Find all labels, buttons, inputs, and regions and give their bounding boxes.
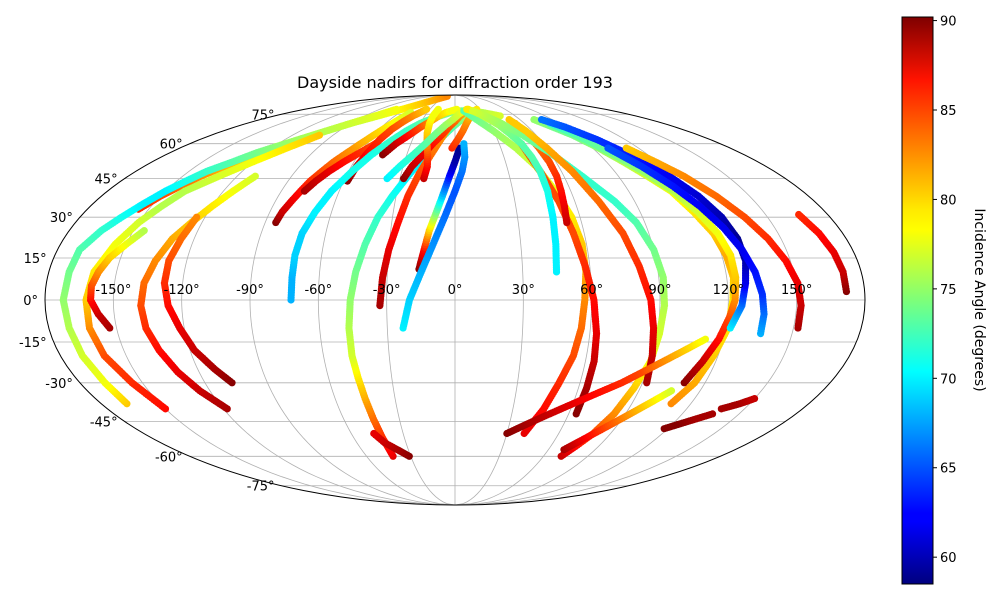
track-point — [537, 115, 546, 124]
lon-tick-label: 120° — [713, 283, 744, 298]
lon-tick-label: -30° — [373, 283, 401, 298]
colorbar-tick-label: 60 — [940, 551, 957, 566]
lat-tick-label: 30° — [50, 211, 73, 226]
track-point — [423, 105, 431, 113]
lon-tick-label: 150° — [781, 283, 812, 298]
track-point — [434, 105, 442, 113]
track-point — [251, 172, 259, 180]
lat-tick-label: -30° — [45, 377, 73, 392]
colorbar-tick-label: 80 — [940, 193, 957, 208]
chart-title: Dayside nadirs for diffraction order 193 — [297, 73, 613, 92]
colorbar-tick-label: 65 — [940, 462, 957, 477]
colorbar-tick-label: 75 — [940, 283, 957, 298]
track-point — [604, 144, 612, 152]
track-12 — [370, 429, 413, 460]
lon-tick-label: -150° — [95, 283, 131, 298]
colorbar-gradient — [901, 16, 934, 585]
lat-tick-label: 15° — [24, 252, 47, 267]
track-point — [622, 144, 630, 152]
lon-tick-label: 60° — [580, 283, 603, 298]
lon-tick-label: -60° — [304, 283, 332, 298]
track-point — [795, 210, 803, 219]
track-4 — [86, 227, 148, 332]
lon-tick-label: -90° — [236, 283, 264, 298]
colorbar-tick-label: 90 — [940, 15, 957, 30]
meridian-line — [454, 95, 729, 505]
lat-tick-label: -60° — [155, 450, 183, 465]
track-point — [140, 227, 148, 235]
track-3 — [82, 131, 324, 413]
track-6 — [160, 213, 236, 387]
lon-tick-label: 30° — [512, 283, 535, 298]
track-point — [370, 429, 378, 438]
colorbar-ticks: 60 65 70 75 80 85 90 — [933, 15, 957, 566]
track-point — [443, 95, 451, 100]
track-13 — [376, 123, 453, 310]
lon-tick-label: 0° — [448, 283, 463, 298]
meridian-line — [249, 95, 456, 505]
meridian-line — [454, 95, 798, 505]
track-point — [750, 394, 759, 403]
meridian-line — [454, 95, 524, 505]
colorbar-tick-label: 85 — [940, 104, 957, 119]
colorbar: 60 65 70 75 80 85 90 Incidence Angle (degrees) — [901, 15, 987, 585]
track-point — [193, 213, 201, 221]
track-point — [468, 107, 477, 115]
lat-tick-label: -15° — [19, 336, 47, 351]
lon-tick-label: -120° — [164, 283, 200, 298]
colorbar-label: Incidence Angle (degrees) — [971, 208, 987, 391]
lat-tick-label: 75° — [251, 108, 274, 123]
track-point — [496, 112, 504, 120]
track-point — [460, 140, 468, 148]
lat-tick-label: 45° — [95, 173, 118, 188]
meridian-line — [112, 95, 456, 505]
lat-tick-label: -75° — [247, 480, 275, 495]
lat-tick-label: 0° — [23, 294, 38, 309]
lat-tick-label: 60° — [160, 138, 183, 153]
graticule — [45, 95, 865, 505]
track-point — [530, 115, 538, 124]
lon-tick-label: 90° — [648, 283, 671, 298]
track-point — [701, 335, 710, 343]
track-point — [505, 115, 513, 124]
track-point — [315, 131, 324, 139]
lat-tick-label: -45° — [90, 415, 118, 430]
track-point — [667, 387, 676, 395]
data-tracks — [59, 95, 851, 460]
track-point — [708, 410, 717, 418]
colorbar-tick-label: 70 — [940, 372, 957, 387]
track-point — [392, 105, 401, 113]
track-7 — [272, 108, 415, 227]
